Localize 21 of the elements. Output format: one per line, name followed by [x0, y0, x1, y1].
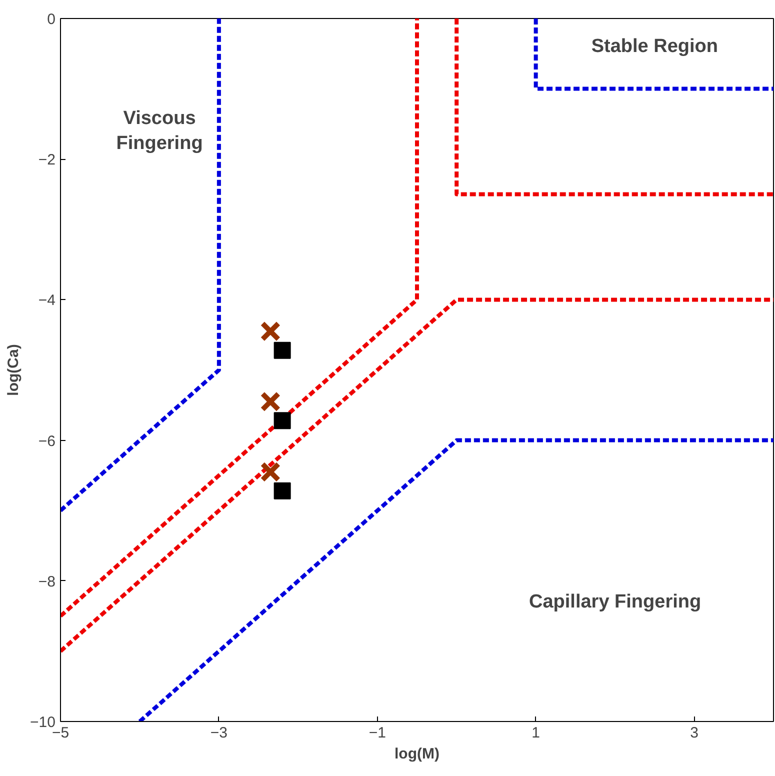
y-tick-label: −8: [38, 573, 56, 590]
annotation: Viscous Fingering: [116, 108, 203, 154]
y-axis-title: log(Ca): [5, 344, 22, 396]
annotation: Capillary Fingering: [529, 591, 702, 612]
x-axis-title: log(M): [394, 746, 440, 762]
y-tick-label: −10: [30, 714, 56, 731]
point: [274, 342, 291, 359]
point: [260, 462, 281, 482]
y-tick-label: −2: [38, 152, 56, 169]
point: [274, 412, 291, 430]
point: [274, 482, 291, 500]
y-tick-label: −6: [38, 432, 56, 450]
x-tick-label: 3: [690, 724, 698, 742]
annotation: Stable Region: [591, 36, 718, 58]
point: [260, 321, 281, 342]
point: [260, 391, 281, 412]
y-tick-label: 0: [47, 11, 56, 28]
x-tick-label: −1: [368, 724, 386, 742]
x-tick-label: −3: [210, 724, 228, 742]
x-tick-label: 1: [532, 724, 540, 742]
y-tick-label: −4: [38, 292, 56, 310]
